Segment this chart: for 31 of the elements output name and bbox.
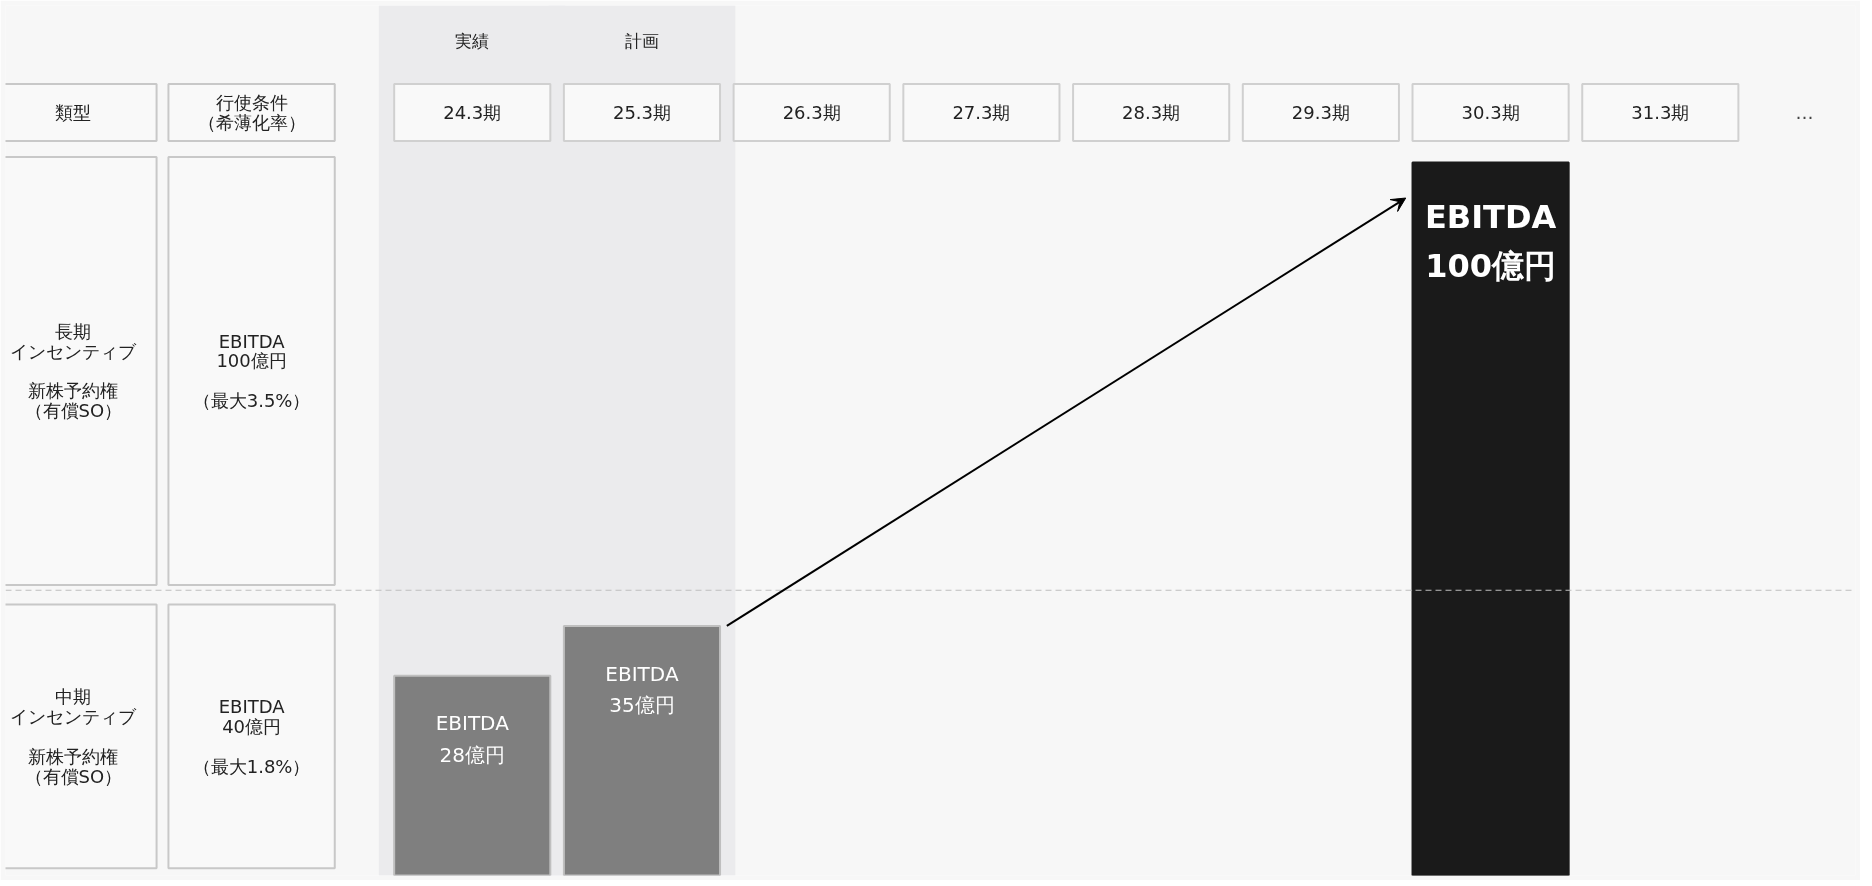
x-tick-label: 30.3期 [1461,101,1520,123]
data-label: EBITDA 28億円 [435,711,510,767]
text: （有償SO） [24,400,123,422]
x-tick-label: 28.3期 [1122,101,1181,123]
band-label: 計画 [624,31,659,52]
text: （最大3.5%） [192,390,311,412]
text: 新株予約権 [28,745,119,767]
x-tick-label: 27.3期 [952,101,1011,123]
text: EBITDA [218,330,286,352]
text: 40億円 [222,715,282,737]
text: EBITDA [218,695,286,717]
text: 100億円 [216,350,287,372]
text: （有償SO） [24,765,123,787]
text: （希薄化率） [197,111,306,133]
x-tick-label: 26.3期 [782,101,841,123]
x-tick-label: 24.3期 [443,101,502,123]
text: 新株予約権 [28,380,119,402]
text: 長期 [55,320,92,342]
data-label: EBITDA 100億円 [1424,198,1557,286]
text: インセンティブ [10,705,138,727]
x-tick-label: 25.3期 [612,101,672,123]
text: インセンティブ [10,340,138,362]
band-label: 実績 [455,31,490,52]
text: … [1795,101,1814,123]
text: （最大1.8%） [192,755,311,777]
text: 類型 [55,101,92,123]
data-label: EBITDA 35億円 [605,661,679,717]
text: 行使条件 [215,91,288,113]
x-tick-label: 31.3期 [1631,101,1690,123]
text: 中期 [55,686,92,708]
x-tick-label: 29.3期 [1291,101,1350,123]
